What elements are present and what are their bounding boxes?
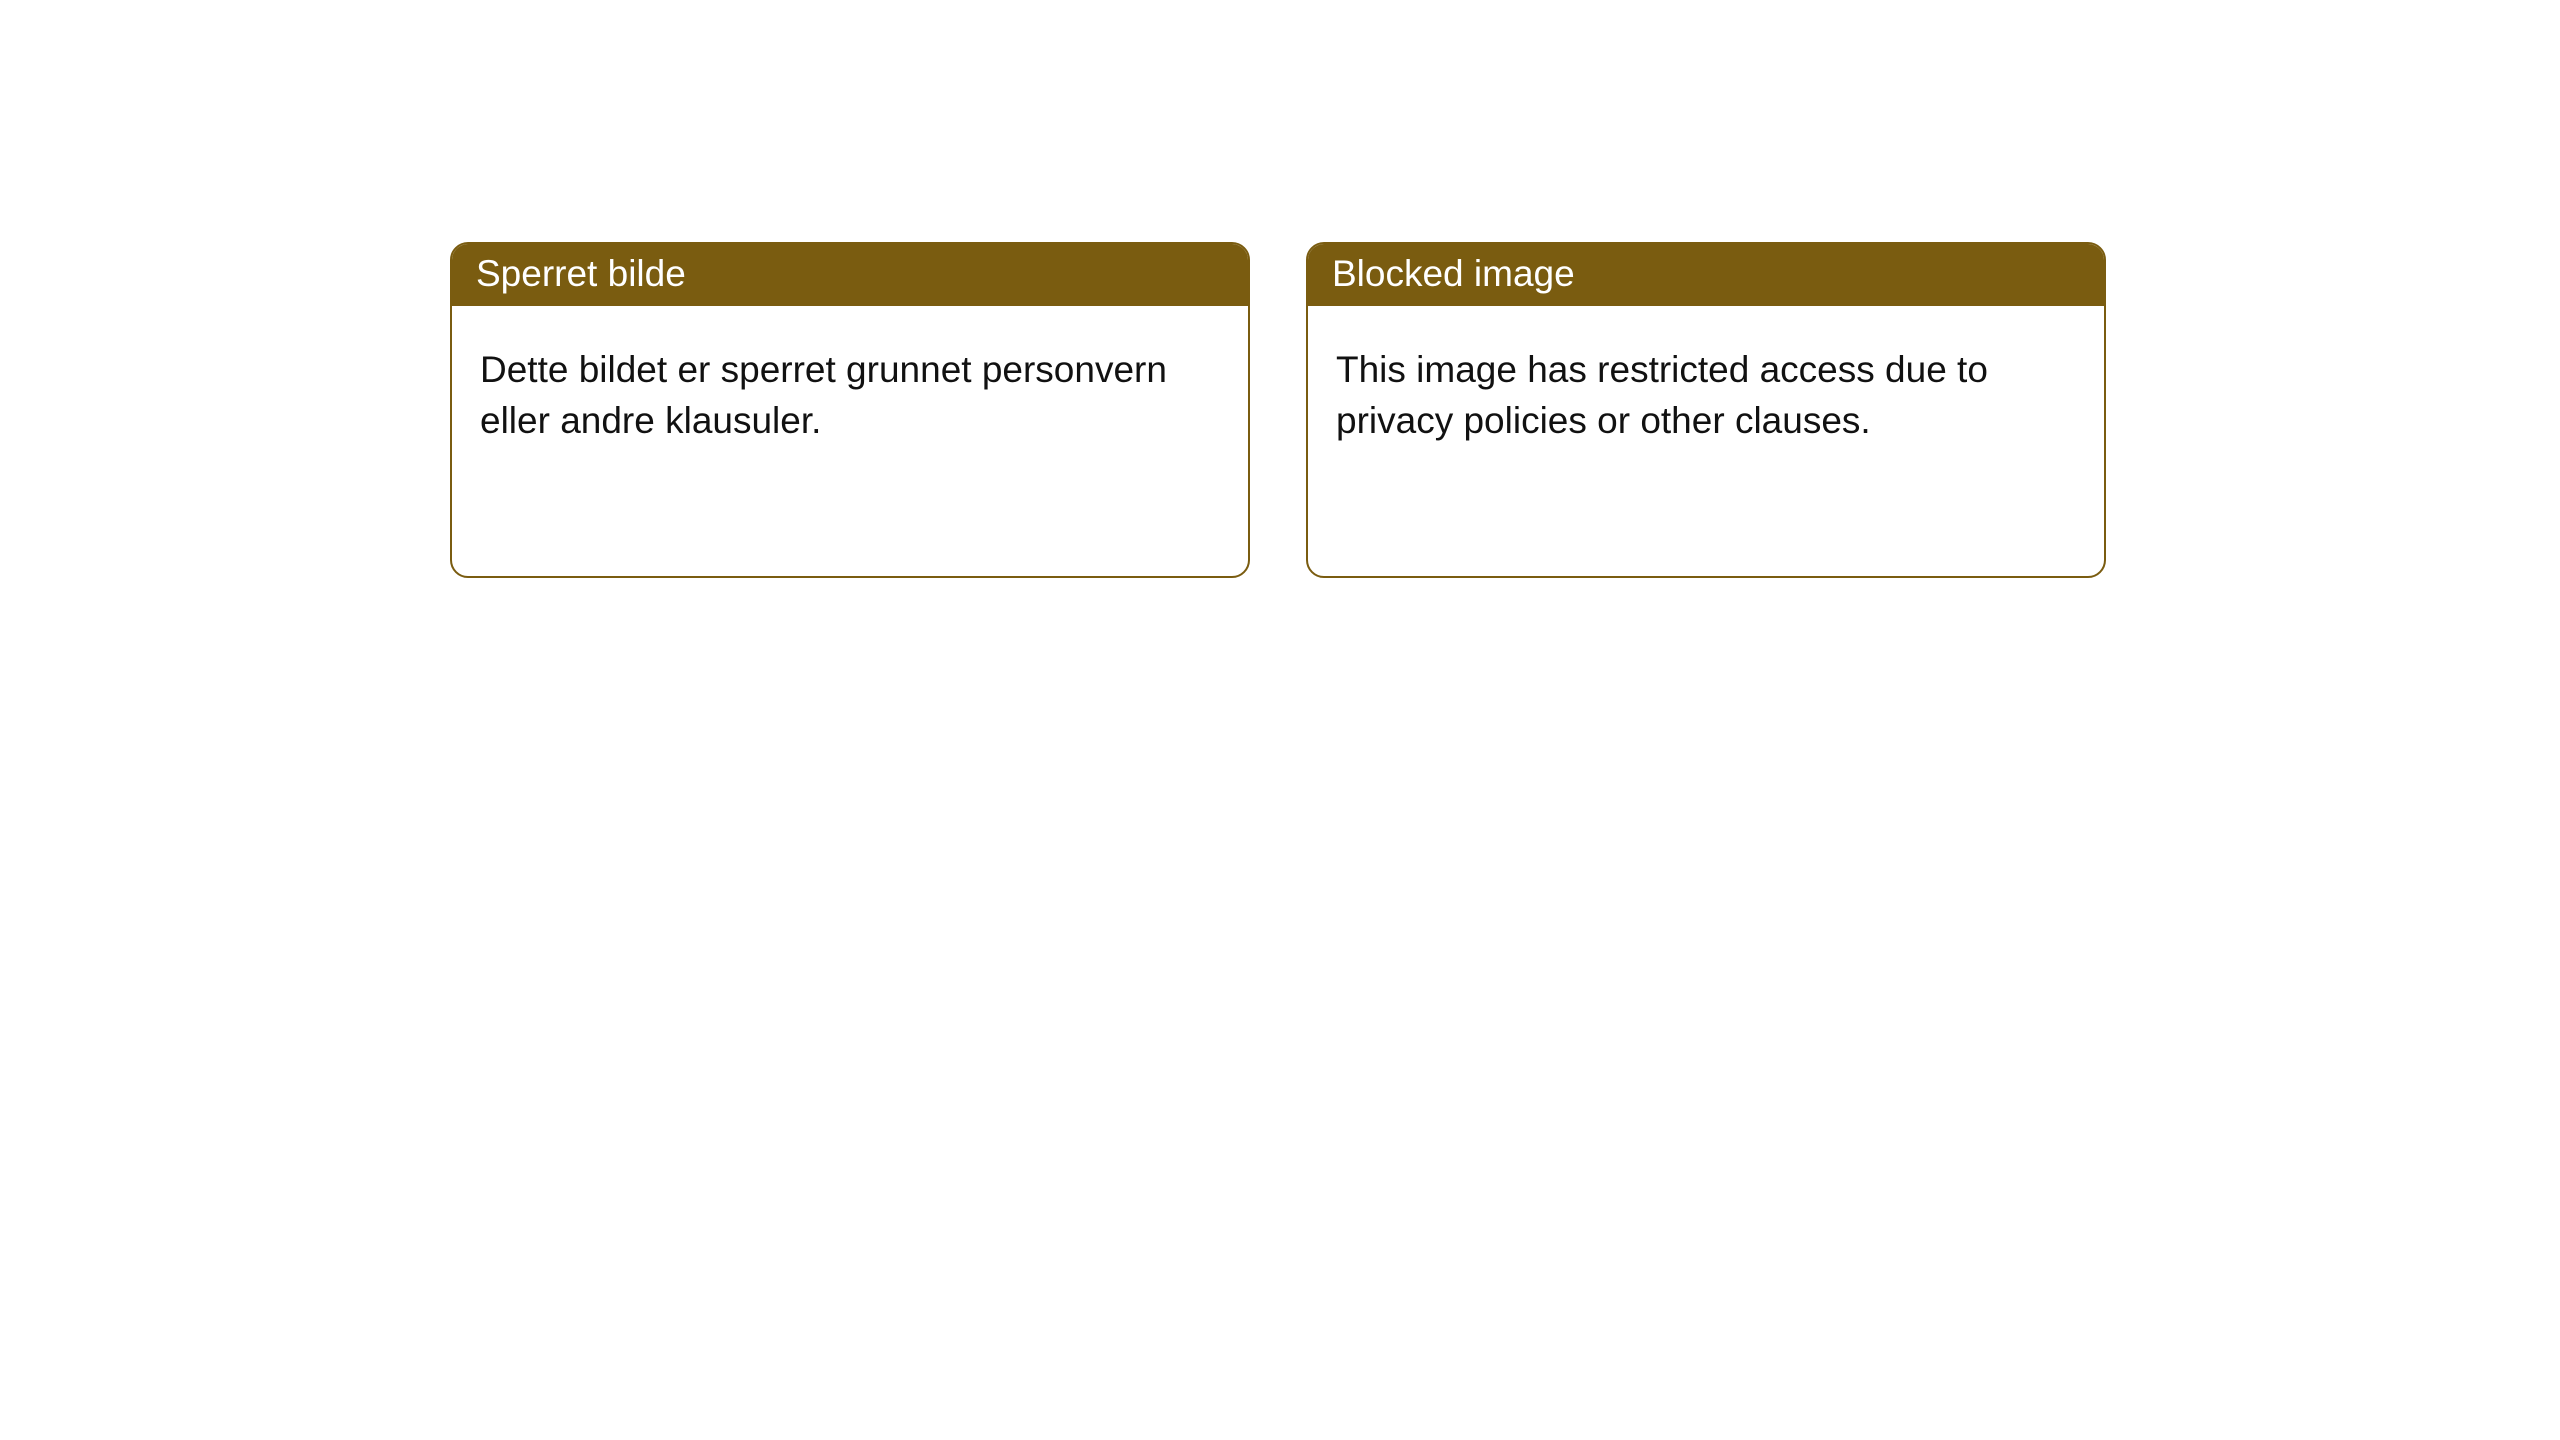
blocked-image-card-english: Blocked image This image has restricted …	[1306, 242, 2106, 578]
card-header-norwegian: Sperret bilde	[452, 244, 1248, 306]
card-body-norwegian: Dette bildet er sperret grunnet personve…	[452, 306, 1248, 484]
message-cards-container: Sperret bilde Dette bildet er sperret gr…	[450, 242, 2106, 578]
card-header-english: Blocked image	[1308, 244, 2104, 306]
card-body-english: This image has restricted access due to …	[1308, 306, 2104, 484]
blocked-image-card-norwegian: Sperret bilde Dette bildet er sperret gr…	[450, 242, 1250, 578]
